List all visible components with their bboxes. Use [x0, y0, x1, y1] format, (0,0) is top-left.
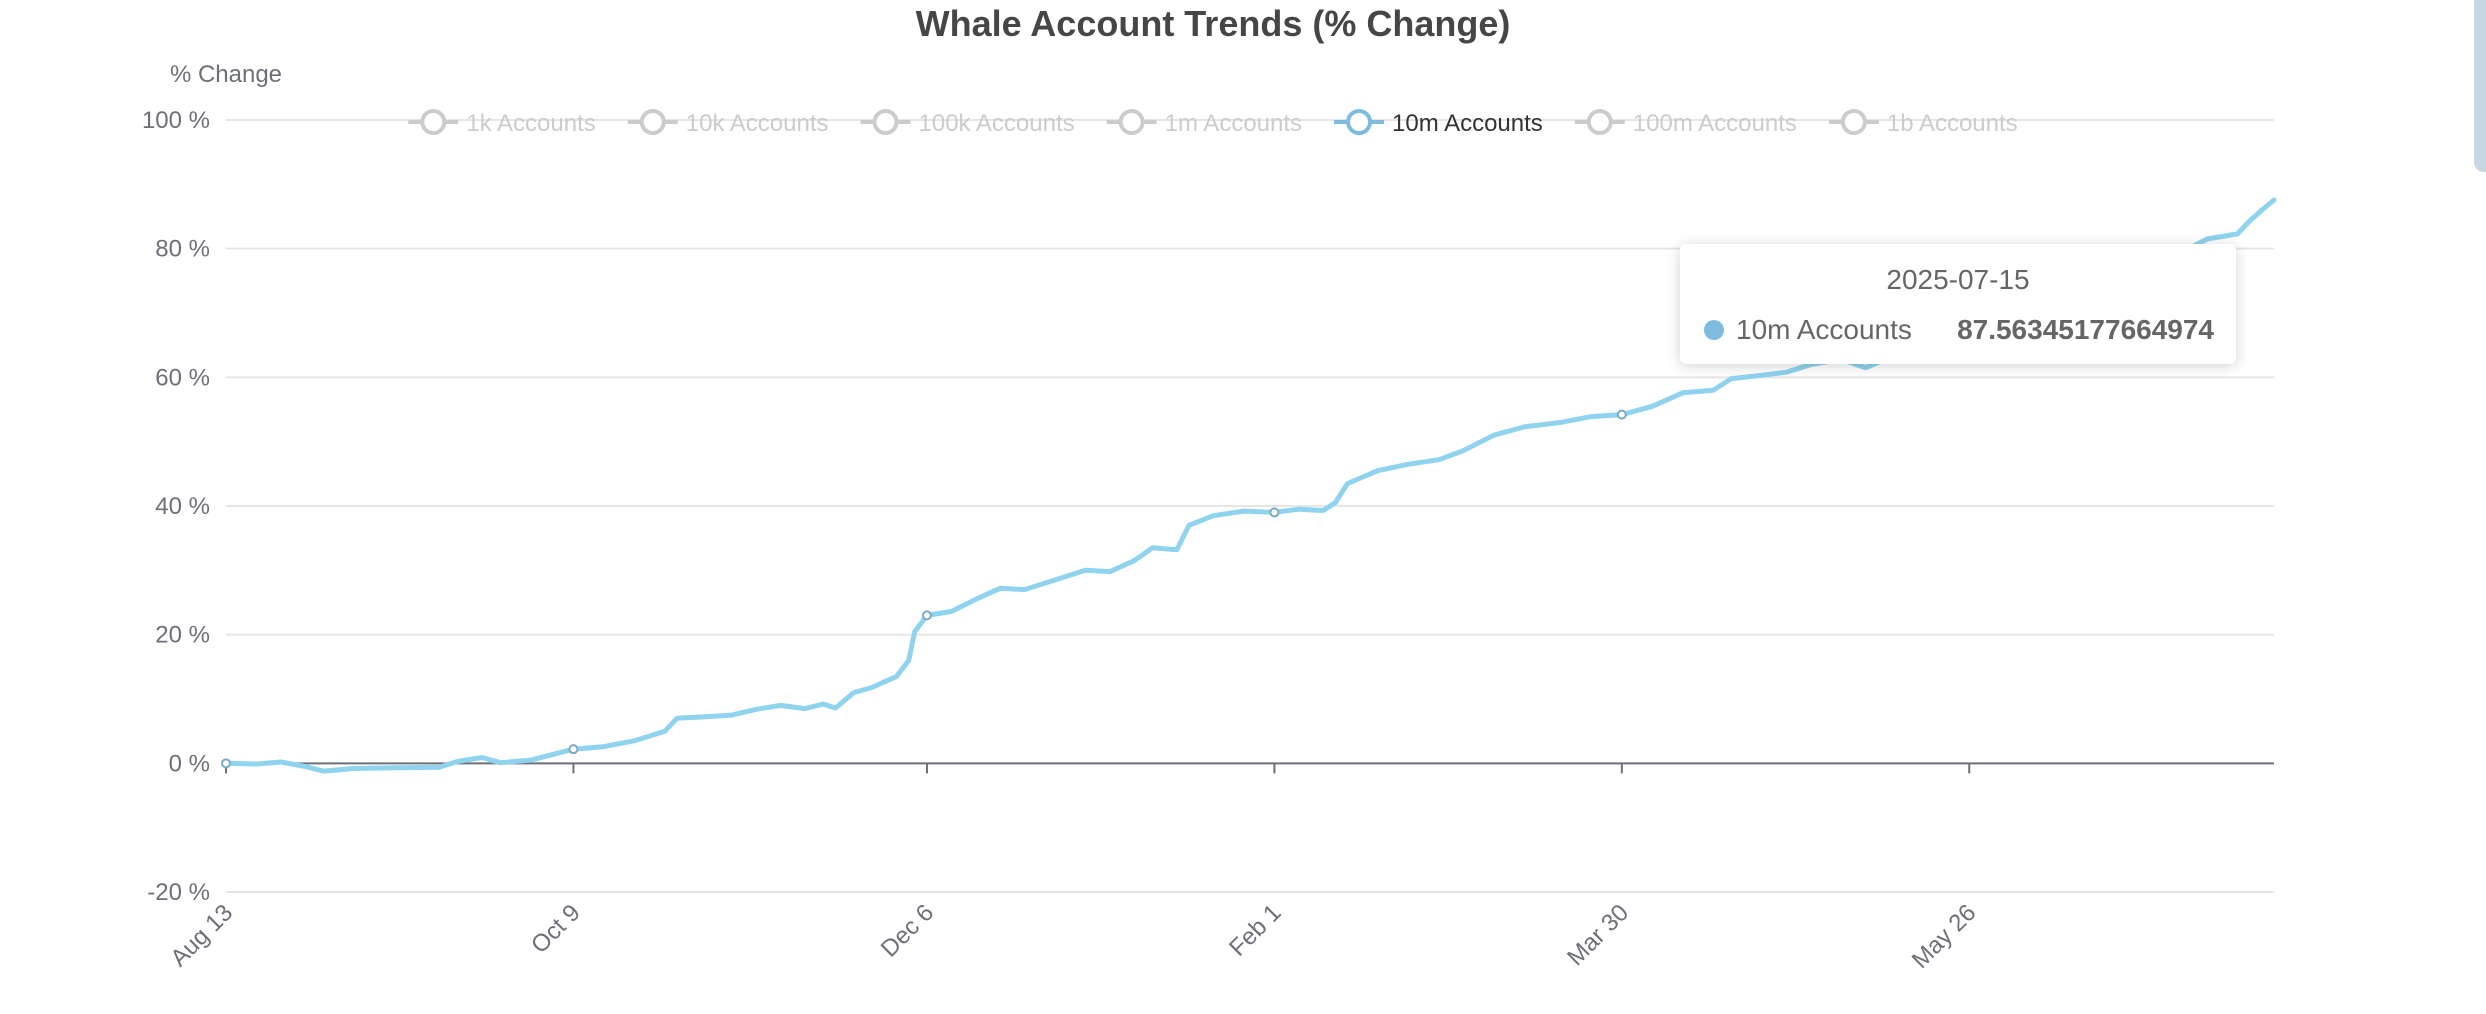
- legend-circle-icon: [872, 109, 899, 135]
- legend-label: 1k Accounts: [466, 110, 595, 137]
- y-tick-label: -20 %: [147, 879, 210, 906]
- legend-label: 10k Accounts: [686, 110, 829, 137]
- y-tick-label: 0 %: [169, 750, 210, 777]
- legend: 1k Accounts 10k Accounts 100k Accounts 1m A…: [408, 109, 2018, 137]
- legend-label: 10m Accounts: [1392, 110, 1543, 137]
- grid: [226, 119, 2274, 893]
- legend-item-1k-accounts[interactable]: 1k Accounts: [408, 109, 596, 137]
- legend-label: 100k Accounts: [919, 110, 1075, 137]
- y-tick-label: 20 %: [155, 622, 210, 649]
- legend-item-100k-accounts[interactable]: 100k Accounts: [860, 109, 1075, 137]
- scrollbar-thumb[interactable]: [2474, 0, 2486, 172]
- series-layer: [221, 197, 2277, 774]
- legend-item-10k-accounts[interactable]: 10k Accounts: [627, 109, 829, 137]
- legend-item-1b-accounts[interactable]: 1b Accounts: [1828, 109, 2018, 137]
- legend-circle-icon: [420, 109, 447, 135]
- y-tick-label: 60 %: [155, 364, 210, 391]
- legend-label: 100m Accounts: [1633, 110, 1797, 137]
- series-line-10m-accounts: [223, 197, 2277, 774]
- legend-circle-icon: [1346, 109, 1373, 135]
- legend-label: 1b Accounts: [1887, 110, 2018, 137]
- data-point-marker: [1269, 507, 1280, 518]
- tooltip-date: 2025-07-15: [1886, 264, 2030, 295]
- legend-circle-icon: [1586, 109, 1613, 135]
- tooltip-row: 10m Accounts 87.56345177664974: [1704, 312, 2214, 348]
- legend-label: 1m Accounts: [1165, 110, 1302, 137]
- legend-item-100m-accounts[interactable]: 100m Accounts: [1574, 109, 1797, 137]
- y-axis-ticks: 100 % 80 % 60 % 40 % 20 % 0 % -20 %: [142, 107, 210, 906]
- data-point-marker: [921, 610, 932, 621]
- x-tick-label: Mar 30: [1562, 899, 1634, 971]
- x-axis: Aug 13 Oct 9 Dec 6 Feb 1 Mar 30 May 26: [165, 762, 2274, 974]
- y-tick-label: 80 %: [155, 236, 210, 263]
- x-tick-label: May 26: [1907, 899, 1982, 974]
- legend-circle-icon: [639, 109, 666, 135]
- tooltip-value: 87.56345177664974: [1957, 314, 2214, 345]
- x-tick-label: Feb 1: [1224, 899, 1286, 961]
- y-axis-name: % Change: [170, 61, 282, 88]
- y-tick-label: 40 %: [155, 493, 210, 520]
- y-tick-label: 100 %: [142, 107, 210, 134]
- legend-item-1m-accounts[interactable]: 1m Accounts: [1106, 109, 1302, 137]
- data-point-marker: [568, 744, 579, 755]
- legend-item-10m-accounts[interactable]: 10m Accounts: [1334, 109, 1543, 137]
- legend-circle-icon: [1840, 109, 1867, 135]
- x-tick-label: Oct 9: [526, 899, 586, 959]
- data-point-marker: [1616, 409, 1627, 420]
- tooltip-series-dot: [1704, 320, 1724, 340]
- x-tick-label: Aug 13: [165, 899, 238, 972]
- tooltip: 2025-07-15 10m Accounts 87.5634517766497…: [1680, 244, 2236, 364]
- tooltip-series-name: 10m Accounts: [1736, 314, 1912, 345]
- x-tick-label: Dec 6: [876, 899, 939, 962]
- data-point-marker: [221, 758, 231, 769]
- chart-title: Whale Account Trends (% Change): [916, 3, 1511, 44]
- legend-circle-icon: [1118, 109, 1145, 135]
